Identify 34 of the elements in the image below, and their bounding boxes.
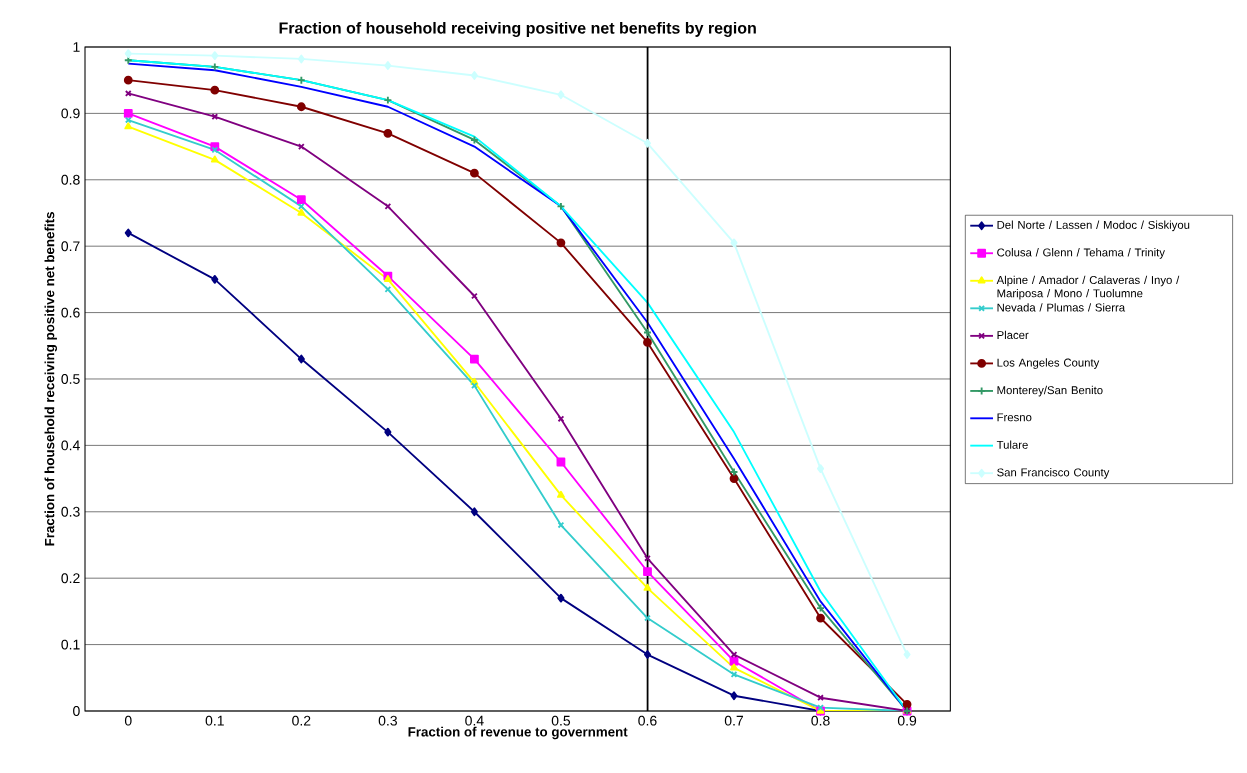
x-tick-label: 0.5 <box>551 715 571 726</box>
y-tick-label: 1 <box>73 42 80 52</box>
x-tick-label: 0.3 <box>378 715 397 726</box>
legend-label: Nevada / Plumas / Sierra <box>997 303 1126 312</box>
x-tick-label: 0.8 <box>811 715 830 726</box>
legend-label: Placer <box>997 330 1029 340</box>
legend-label: Alpine / Amador / Calaveras / Inyo / Mariposa / Mono / Tuolumne <box>996 275 1180 300</box>
y-tick-label: 0 <box>73 706 80 716</box>
legend-label: Tulare <box>996 440 1028 449</box>
legend-label: Monterey/San Benito <box>997 385 1103 397</box>
x-tick-label: 0.4 <box>465 715 484 726</box>
chart-title: Fraction of household receiving positive net benefits by region <box>279 21 756 37</box>
y-tick-label: 0.6 <box>61 307 80 318</box>
legend-label: San Francisco County <box>997 468 1110 479</box>
x-axis-title: Fraction of revenue to government <box>408 726 628 740</box>
y-tick-label: 0.4 <box>61 440 80 451</box>
y-axis-title: Fraction of household receiving positive net benefits <box>44 212 58 546</box>
y-tick-label: 0.7 <box>61 241 80 252</box>
x-tick-label: 0.7 <box>724 715 744 726</box>
legend-label: Los Angeles County <box>997 358 1100 369</box>
y-tick-label: 0.5 <box>61 374 80 384</box>
y-tick-label: 0.9 <box>61 108 80 119</box>
x-tick-label: 0.1 <box>205 715 224 726</box>
x-tick-label: 0.6 <box>638 715 657 726</box>
x-tick-label: 0 <box>124 715 132 726</box>
legend-label: Fresno <box>997 413 1032 422</box>
y-tick-label: 0.2 <box>61 573 80 584</box>
legend-label: Colusa / Glenn / Tehama / Trinity <box>997 248 1165 259</box>
y-tick-label: 0.3 <box>61 506 80 517</box>
x-tick-label: 0.9 <box>897 715 917 726</box>
y-tick-label: 0.8 <box>61 174 80 185</box>
legend-label: Del Norte / Lassen / Modoc / Siskiyou <box>997 220 1190 232</box>
x-tick-label: 0.2 <box>292 715 311 726</box>
y-tick-label: 0.1 <box>61 639 80 650</box>
